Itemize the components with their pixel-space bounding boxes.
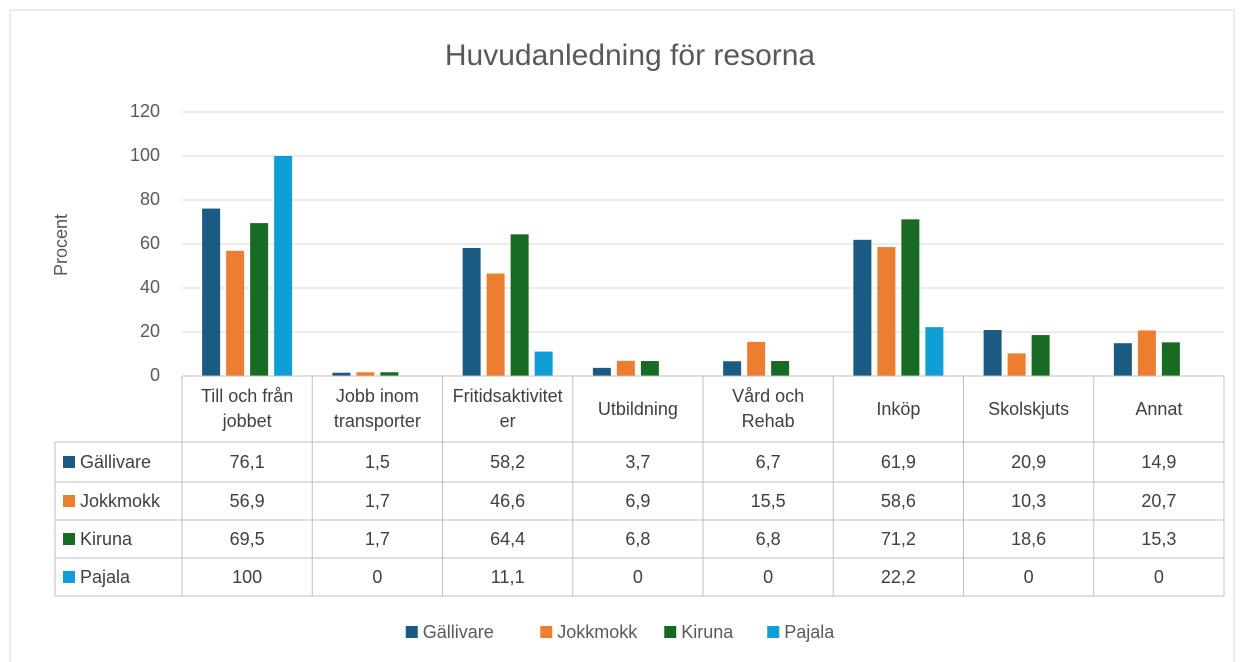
legend-swatch [63,533,75,545]
table-cell: 1,5 [364,451,390,472]
table-row-header: Kiruna [55,520,182,558]
category-label: Fritidsaktiviteter [452,386,563,431]
table-cell: 20,7 [1141,490,1177,511]
y-tick-label: 80 [140,189,160,209]
table-row-header: Pajala [55,558,182,596]
table-cell: 0 [1153,566,1164,587]
table-cell: 10,3 [1011,490,1047,511]
legend-label: Kiruna [681,622,734,642]
bar [853,239,872,376]
table-cell: 6,8 [755,528,781,549]
bar [1031,335,1050,376]
legend-swatch [767,626,780,638]
chart-title: Huvudanledning för resorna [445,39,816,72]
table-cell: 1,7 [364,528,390,549]
category-label: Vård och Rehab [732,386,805,431]
table-cell: 69,5 [229,528,265,549]
table-cell: 22,2 [880,566,916,587]
bar [877,247,896,376]
y-tick-label: 0 [150,365,160,385]
bar [983,330,1002,376]
bar [925,327,944,376]
y-tick-label: 40 [140,277,160,297]
bar [747,341,766,376]
legend-swatch [664,626,677,638]
legend-label: Pajala [784,622,835,642]
table-cell: 15,5 [750,490,786,511]
row-label: Gällivare [80,451,152,472]
category-label: Till och från jobbet [200,386,294,431]
y-tick-label: 120 [130,101,160,121]
category-label: Skolskjuts [988,398,1070,419]
table-cell: 20,9 [1011,451,1047,472]
y-tick-label: 20 [140,321,160,341]
table-cell: 0 [763,566,774,587]
table-cell: 1,7 [364,490,390,511]
table-cell: 58,2 [490,451,526,472]
category-label: Utbildning [597,398,678,419]
table-cell: 14,9 [1141,451,1177,472]
table-cell: 58,6 [880,490,916,511]
category-label: Jobb inom transporter [333,386,421,431]
table-cell: 100 [232,566,263,587]
category-label: Inköp [876,398,921,419]
legend-label: Gällivare [423,622,494,642]
table-row-header: Jokkmokk [55,482,182,520]
bar [901,219,920,376]
table-cell: 46,6 [490,490,526,511]
bar [640,361,659,376]
table-cell: 6,8 [625,528,651,549]
bar [1161,342,1180,376]
table-cell: 0 [372,566,383,587]
bar [771,361,790,376]
bar [356,372,375,376]
table-cell: 64,4 [490,528,526,549]
bar [380,372,399,376]
bar [486,273,505,376]
bar [1113,343,1132,376]
legend-swatch [63,571,75,583]
y-tick-label: 100 [130,145,160,165]
legend-swatch [63,456,75,468]
table-cell: 15,3 [1141,528,1177,549]
legend-swatch [405,626,418,638]
bar [1007,353,1026,376]
table-cell: 0 [632,566,643,587]
bar [616,360,635,376]
y-tick-label: 60 [140,233,160,253]
legend-swatch [540,626,553,638]
category-label: Annat [1135,398,1183,419]
bar [510,234,529,376]
table-cell: 76,1 [229,451,265,472]
table-cell: 56,9 [229,490,265,511]
table-cell: 61,9 [880,451,916,472]
bar [274,156,293,376]
bar [250,223,269,376]
table-cell: 18,6 [1011,528,1047,549]
table-cell: 3,7 [625,451,651,472]
bar [462,247,481,376]
bar [1137,330,1156,376]
row-label: Pajala [80,566,131,587]
table-cell: 71,2 [880,528,916,549]
bar [332,372,351,376]
legend-label: Jokkmokk [557,622,638,642]
bar [202,208,221,376]
table-cell: 6,7 [755,451,781,472]
table-cell: 11,1 [490,566,525,587]
bar [723,361,742,376]
table-cell: 0 [1023,566,1034,587]
row-label: Kiruna [80,528,133,549]
table-cell: 6,9 [625,490,651,511]
bar [592,367,611,376]
y-axis-label: Procent [51,214,71,276]
bar [226,250,245,376]
legend-swatch [63,495,75,507]
bar [534,351,553,376]
table-row-header: Gällivare [55,442,182,482]
row-label: Jokkmokk [80,490,161,511]
